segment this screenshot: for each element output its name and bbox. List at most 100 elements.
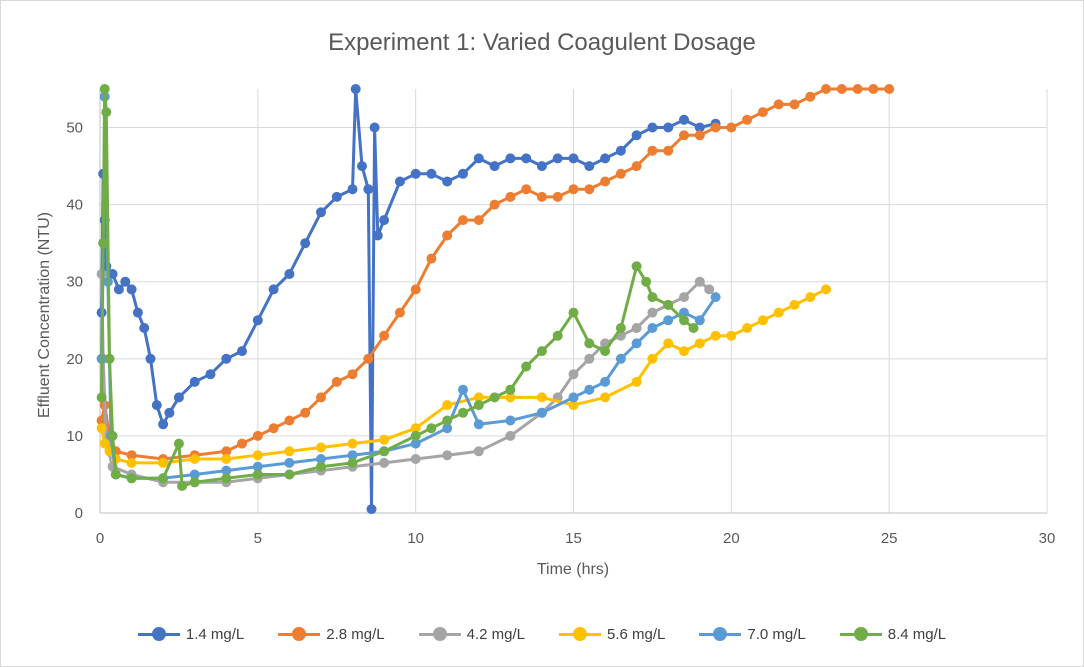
data-point [536,161,547,172]
data-point [120,276,131,287]
data-point [366,504,377,515]
data-point [442,415,453,426]
data-point [688,323,699,333]
data-point [394,307,405,318]
data-point [505,191,516,202]
data-point [584,338,595,349]
data-point [99,84,110,94]
data-point [521,184,532,195]
data-point [189,477,200,488]
data-point [173,392,184,403]
legend-marker-series-1 [137,627,180,641]
data-point [379,457,390,468]
y-axis-title: Effluent Concentration (NTU) [36,212,53,418]
data-point [410,454,421,464]
series-4 [96,284,831,468]
data-point [584,353,595,364]
data-point [347,450,358,461]
data-point [473,153,484,164]
data-point [505,430,516,441]
data-point [458,407,468,418]
data-point [615,145,626,156]
data-point [694,122,705,133]
data-point [284,415,295,426]
data-point [99,438,110,449]
data-point [536,346,547,357]
legend-item-series-6[interactable]: 8.4 mg/L [839,626,946,643]
data-point [631,130,642,141]
data-point [410,423,421,434]
data-point [757,315,768,326]
data-point [742,323,753,333]
data-point [647,145,658,156]
data-point [641,276,652,287]
x-tick-label: 25 [881,530,898,547]
data-point [536,392,547,403]
data-point [284,269,295,279]
x-tick-label: 0 [96,530,104,547]
data-point [189,454,200,464]
data-point [164,407,175,418]
data-point [710,292,721,303]
data-point [96,423,107,434]
data-point [221,353,232,364]
legend-item-series-3[interactable]: 4.2 mg/L [418,626,525,643]
data-point [710,330,721,341]
data-point [773,307,784,318]
legend-item-series-5[interactable]: 7.0 mg/L [699,625,806,643]
series-1 [96,84,721,515]
legend-item-series-4[interactable]: 5.6 mg/L [559,626,665,643]
data-point [694,338,705,349]
legend-label: 5.6 mg/L [607,625,666,643]
y-tick-label: 10 [66,428,83,445]
data-point [410,430,421,441]
legend-marker-series-5 [699,627,742,641]
gridlines [100,89,1048,513]
data-point [789,99,800,110]
data-point [647,323,658,333]
data-point [704,284,715,295]
data-point [410,438,421,449]
data-point [347,438,358,449]
data-point [126,284,137,295]
data-point [505,384,516,395]
y-tick-label: 30 [66,274,83,291]
data-point [458,215,468,226]
x-axis-title: Time (hrs) [537,561,609,578]
data-point [631,323,642,333]
data-point [710,122,721,133]
series-line [100,87,695,488]
y-tick-label: 20 [66,351,83,368]
data-point [647,353,658,364]
data-point [568,369,579,380]
data-point [631,161,642,172]
data-point [316,442,326,453]
data-point [268,423,279,434]
data-point [473,446,484,457]
legend-item-series-2[interactable]: 2.8 mg/L [278,626,385,643]
data-point [584,161,595,172]
data-point [372,230,383,241]
data-point [442,423,453,434]
series-5 [96,91,721,484]
data-point [615,168,626,179]
data-point [126,473,137,484]
data-point [568,307,579,318]
data-point [268,284,279,295]
data-point [394,176,405,187]
data-point [126,450,137,461]
data-point [363,184,374,195]
data-point [600,392,611,403]
data-point [316,461,326,472]
data-point [442,400,453,411]
legend-label: 7.0 mg/L [747,625,806,643]
data-point [805,91,816,102]
legend-item-series-1[interactable]: 1.4 mg/L [137,626,244,643]
data-point [663,299,674,310]
series-6 [96,84,699,491]
data-point [757,107,768,118]
data-point [221,446,232,457]
data-point [647,292,658,303]
data-point [98,238,109,249]
